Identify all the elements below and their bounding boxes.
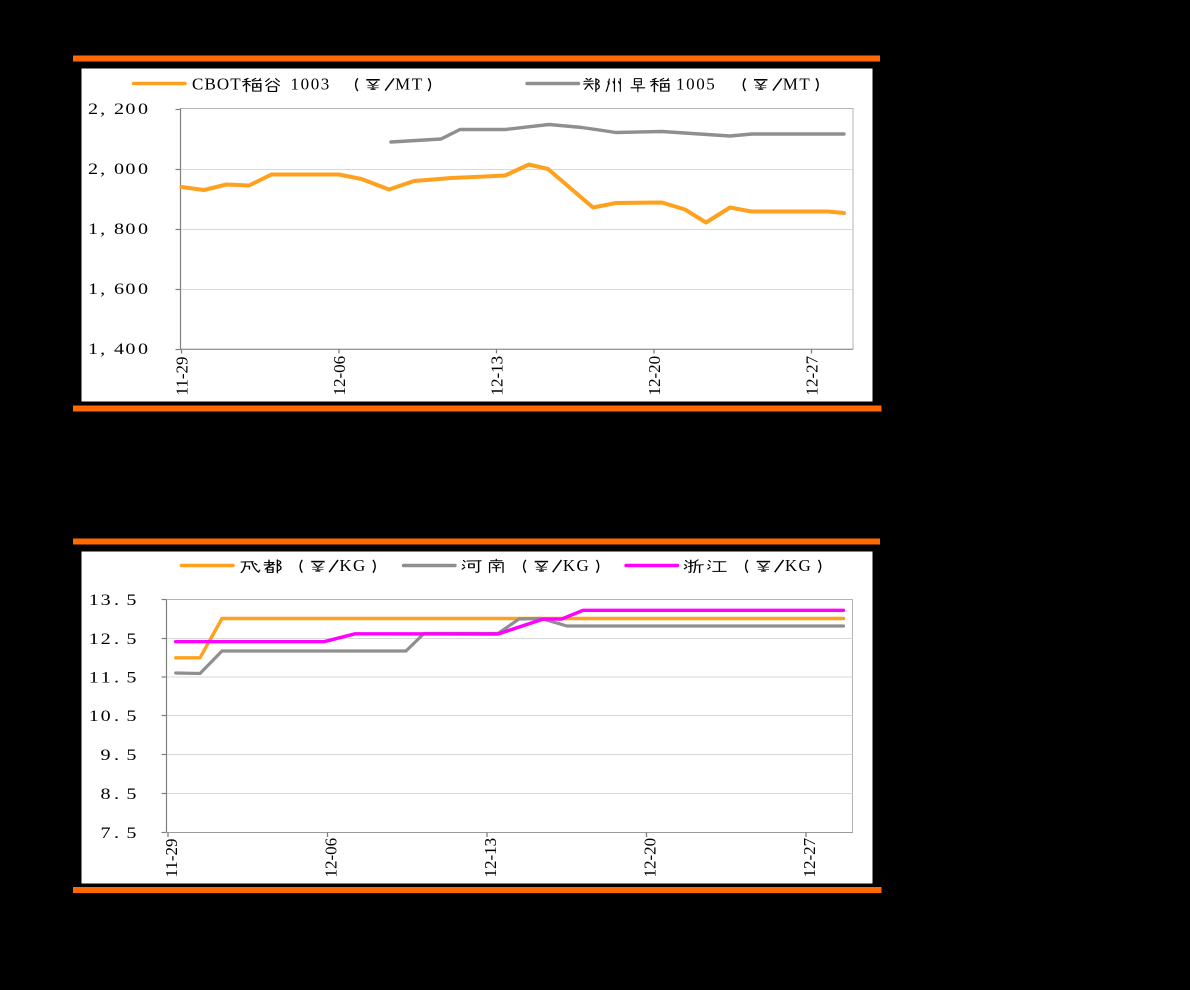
svg-text:KG: KG xyxy=(563,556,590,575)
svg-text:KG: KG xyxy=(785,556,812,575)
svg-text:12-20: 12-20 xyxy=(645,356,664,396)
svg-text:12-13: 12-13 xyxy=(488,356,507,396)
svg-text:CBOT: CBOT xyxy=(192,74,242,93)
svg-text:MT: MT xyxy=(395,74,424,93)
svg-text:MT: MT xyxy=(783,74,812,93)
svg-text:1,600: 1,600 xyxy=(88,280,148,297)
svg-text:12-27: 12-27 xyxy=(803,355,822,395)
svg-text:12-06: 12-06 xyxy=(322,838,341,878)
svg-text:2,200: 2,200 xyxy=(88,100,148,117)
svg-text:2,000: 2,000 xyxy=(88,160,148,177)
svg-text:11-29: 11-29 xyxy=(162,838,181,877)
svg-text:12-27: 12-27 xyxy=(800,837,819,877)
svg-text:8.5: 8.5 xyxy=(101,785,137,802)
svg-text:12-13: 12-13 xyxy=(481,838,500,878)
svg-text:1005: 1005 xyxy=(676,74,716,93)
svg-text:1,800: 1,800 xyxy=(88,220,148,237)
svg-text:11-29: 11-29 xyxy=(173,356,192,395)
svg-text:1,400: 1,400 xyxy=(88,340,148,357)
svg-text:12-06: 12-06 xyxy=(330,356,349,396)
svg-text:7.5: 7.5 xyxy=(101,824,137,841)
svg-text:KG: KG xyxy=(339,556,366,575)
svg-text:12-20: 12-20 xyxy=(641,838,660,878)
svg-text:1003: 1003 xyxy=(291,74,331,93)
svg-text:9.5: 9.5 xyxy=(101,746,137,763)
